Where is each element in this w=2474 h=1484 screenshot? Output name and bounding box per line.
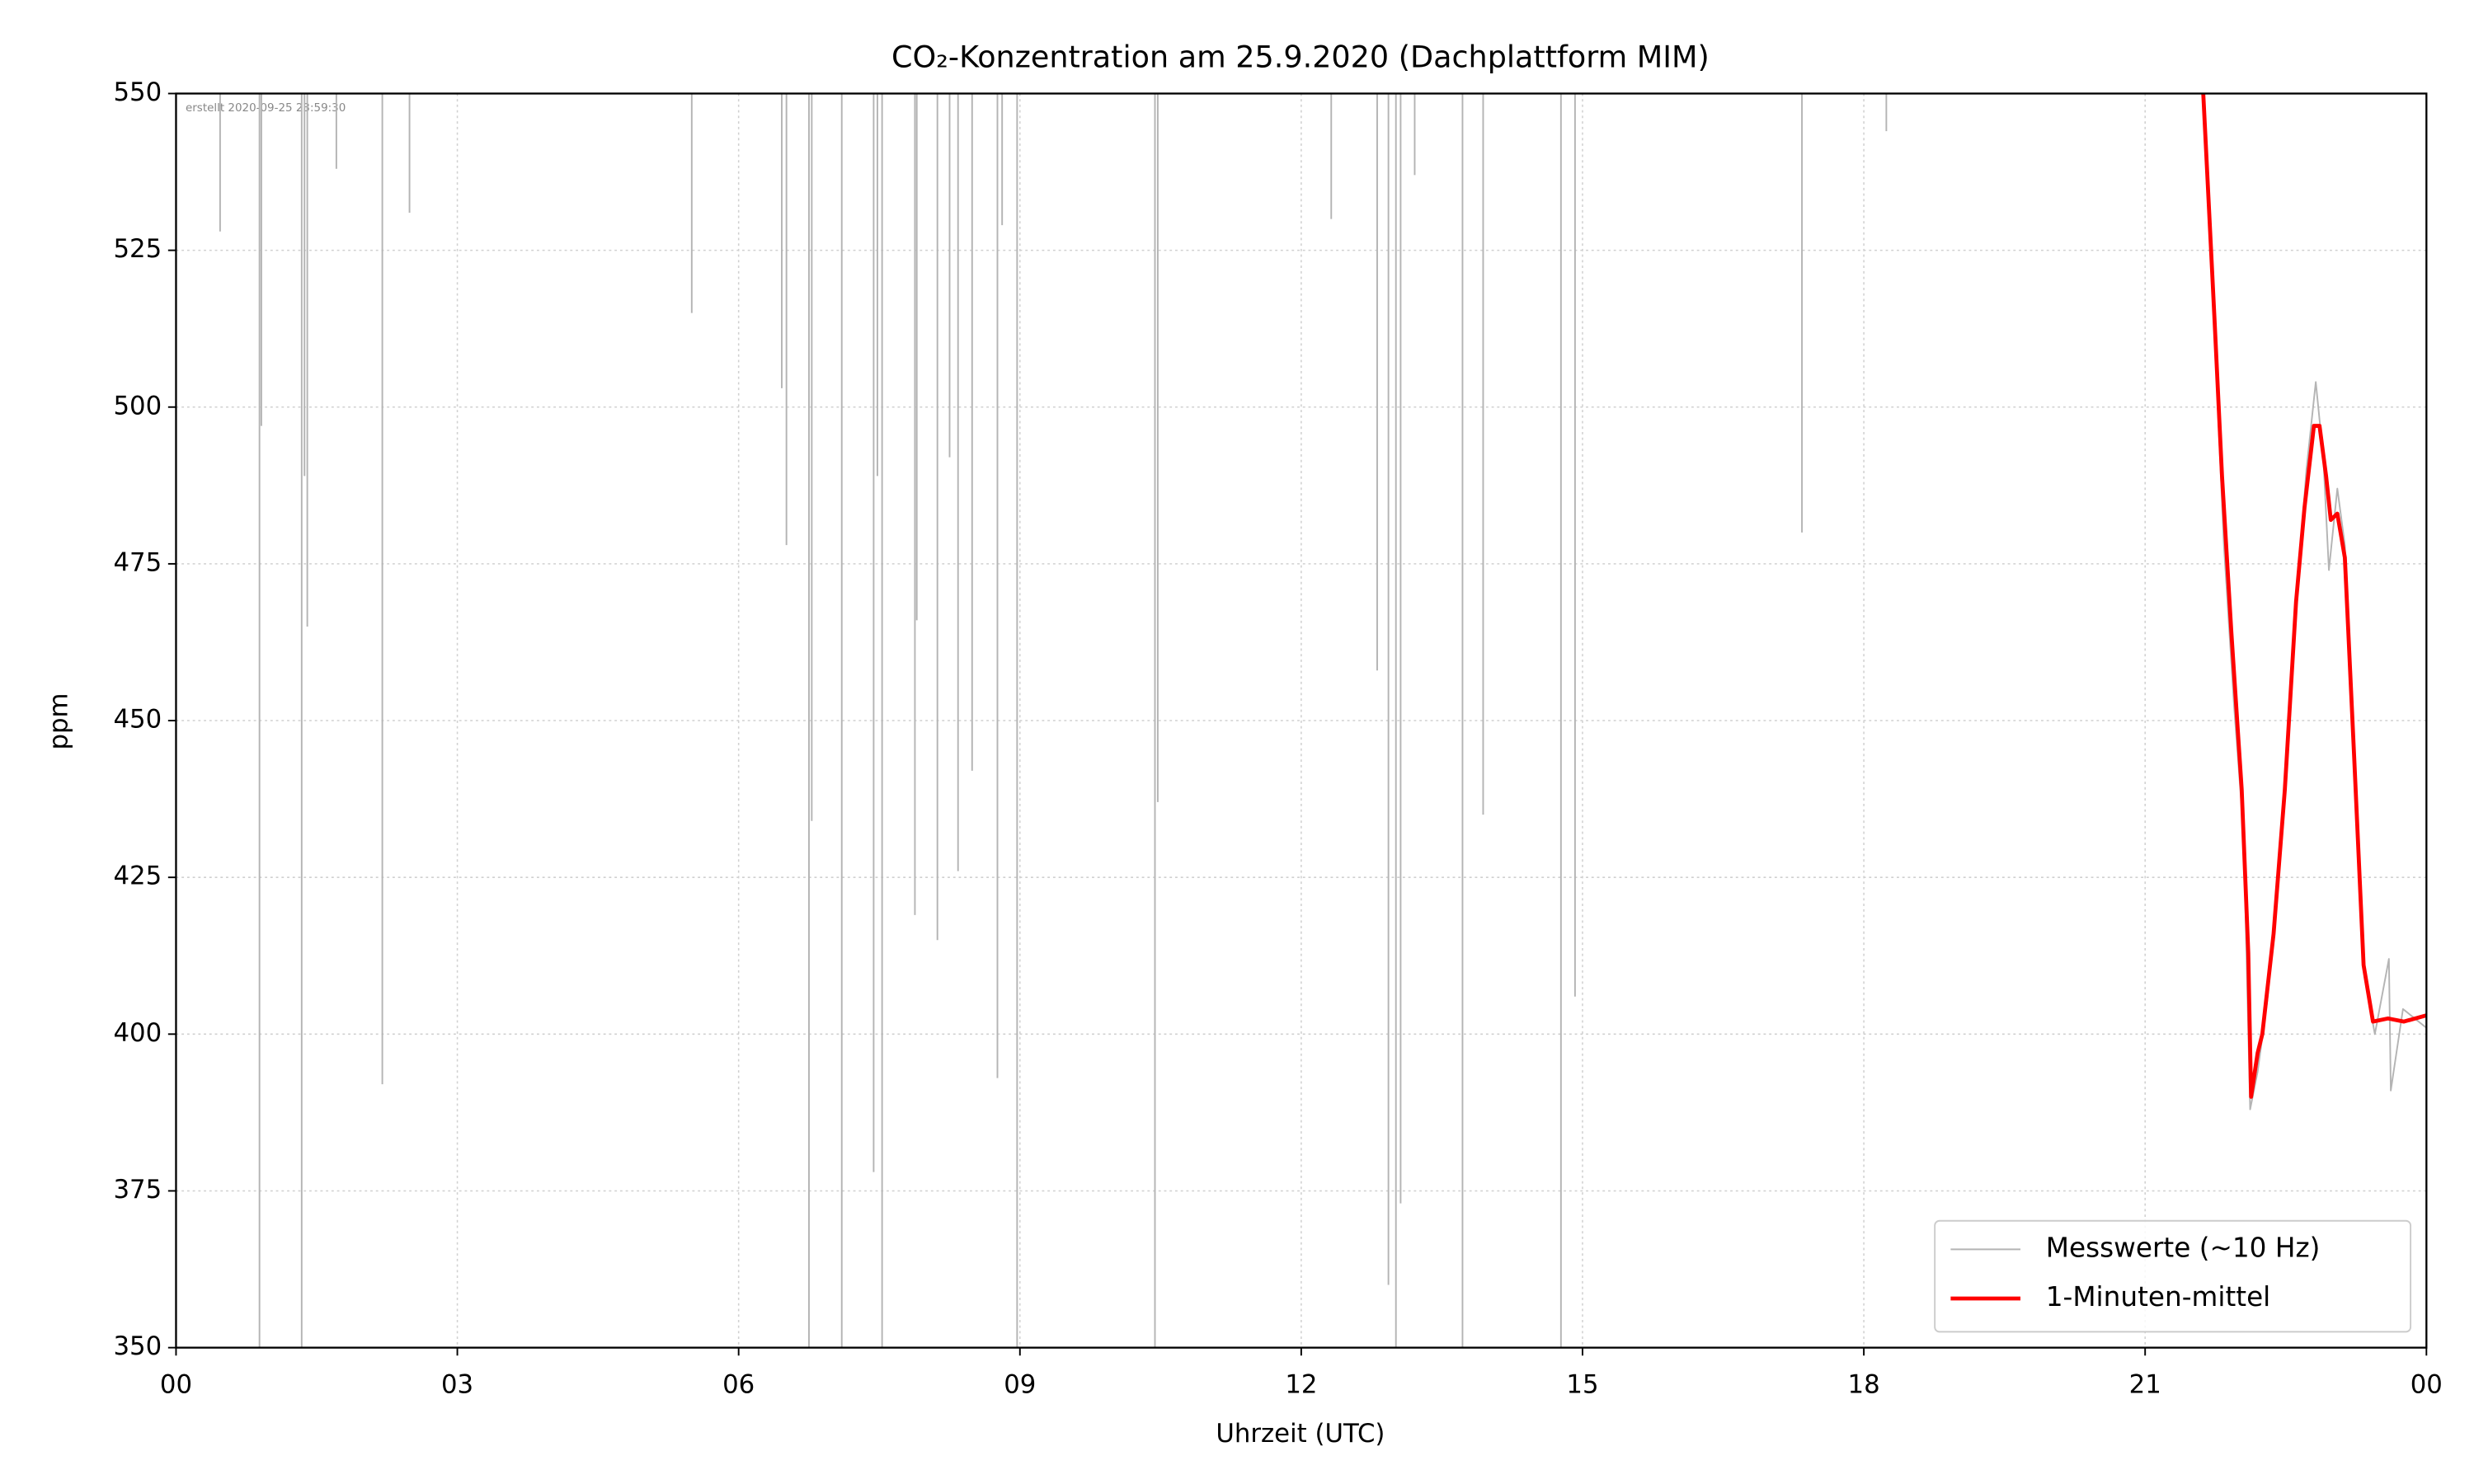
chart-title: CO₂-Konzentration am 25.9.2020 (Dachplat… bbox=[891, 40, 1710, 75]
legend-box bbox=[1934, 1219, 2412, 1333]
x-tick-label: 00 bbox=[160, 1369, 192, 1399]
mean-line bbox=[2201, 93, 2427, 1099]
x-axis-label: Uhrzeit (UTC) bbox=[1216, 1419, 1385, 1449]
y-tick-label: 550 bbox=[113, 77, 162, 107]
axes: 350 375 400 425 450 475 500 525 550 00 03 06 09 12 15 1… bbox=[113, 77, 2442, 1399]
x-tick-label: 06 bbox=[722, 1369, 755, 1399]
legend-label: Messwerte (~10 Hz) bbox=[2046, 1232, 2321, 1263]
y-axis-label: ppm bbox=[45, 693, 74, 750]
y-tick-label: 475 bbox=[113, 547, 162, 577]
x-tick-label: 15 bbox=[1566, 1369, 1598, 1399]
y-tick-label: 375 bbox=[113, 1175, 162, 1205]
annotation: erstellt 2020-09-25 23:59:30 bbox=[186, 102, 346, 115]
legend: Messwerte (~10 Hz) 1-Minuten-mittel bbox=[1934, 1219, 2412, 1333]
y-tick-label: 350 bbox=[113, 1331, 162, 1361]
plot-area bbox=[219, 93, 2427, 1348]
legend-label: 1-Minuten-mittel bbox=[2046, 1281, 2270, 1313]
x-tick-label: 09 bbox=[1004, 1369, 1036, 1399]
y-tick-label: 425 bbox=[113, 862, 162, 891]
x-tick-label: 00 bbox=[2411, 1369, 2443, 1399]
grid bbox=[175, 92, 2428, 1349]
x-tick-label: 03 bbox=[441, 1369, 473, 1399]
measurement-line bbox=[2204, 124, 2427, 1111]
x-tick-label: 12 bbox=[1285, 1369, 1317, 1399]
y-tick-label: 450 bbox=[113, 705, 162, 735]
x-tick-label: 21 bbox=[2129, 1369, 2161, 1399]
y-tick-label: 500 bbox=[113, 391, 162, 420]
x-tick-label: 18 bbox=[1848, 1369, 1880, 1399]
y-tick-label: 525 bbox=[113, 234, 162, 264]
y-tick-label: 400 bbox=[113, 1018, 162, 1048]
